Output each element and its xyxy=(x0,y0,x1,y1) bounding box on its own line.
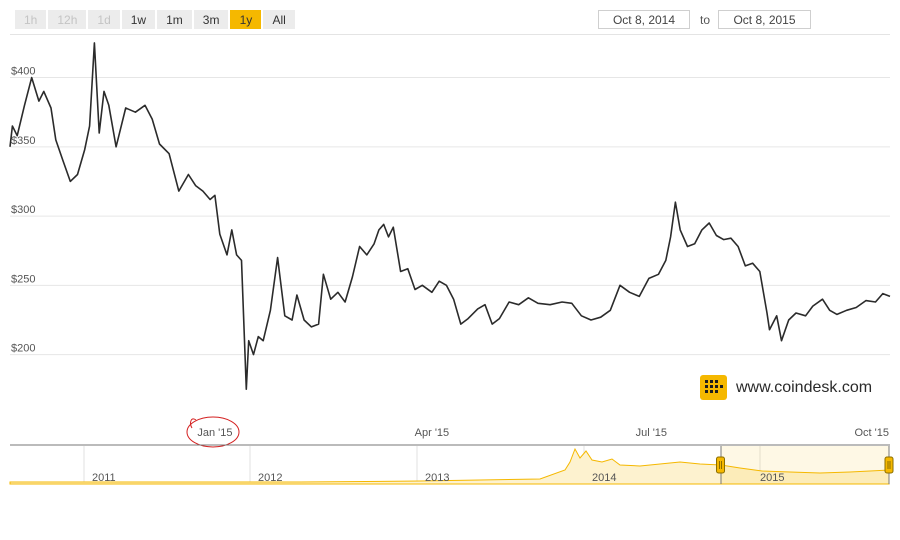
navigator-year-labels: 2011 2012 2013 2014 2015 xyxy=(92,472,784,484)
y-tick-label: $300 xyxy=(11,204,35,216)
range-button-1h[interactable]: 1h xyxy=(15,10,47,29)
navigator-selected-range[interactable] xyxy=(721,446,889,484)
annotation-tail xyxy=(190,418,197,429)
navigator-year-label: 2013 xyxy=(425,472,449,484)
navigator-year-label: 2014 xyxy=(592,472,616,484)
x-tick-label: Jul '15 xyxy=(636,427,667,439)
date-to-input[interactable]: Oct 8, 2015 xyxy=(718,10,811,29)
coindesk-logo[interactable]: www.coindesk.com xyxy=(700,375,872,400)
y-tick-label: $200 xyxy=(11,343,35,355)
navigator-year-label: 2015 xyxy=(760,472,784,484)
range-button-3m[interactable]: 3m xyxy=(193,10,229,29)
annotation-circle xyxy=(186,416,240,448)
watermark-text: www.coindesk.com xyxy=(736,378,873,396)
navigator-right-handle[interactable] xyxy=(884,446,894,484)
grid-lines xyxy=(10,77,890,356)
range-button-12h[interactable]: 12h xyxy=(48,10,87,29)
x-tick-label: Apr '15 xyxy=(415,427,450,439)
navigator-history-area xyxy=(9,447,890,485)
time-range-toolbar: 1h 12h 1d 1w 1m 3m 1y All xyxy=(15,10,295,29)
range-button-1w[interactable]: 1w xyxy=(121,10,156,29)
price-series-line xyxy=(9,42,891,390)
range-button-1d[interactable]: 1d xyxy=(88,10,120,29)
range-button-1m[interactable]: 1m xyxy=(157,10,192,29)
date-to-label: to xyxy=(700,13,711,27)
x-tick-label: Oct '15 xyxy=(854,427,889,439)
navigator-year-label: 2011 xyxy=(92,472,116,484)
range-button-1y[interactable]: 1y xyxy=(230,10,262,29)
y-tick-label: $400 xyxy=(11,66,35,78)
y-axis-labels: $400 $350 $300 $250 $200 xyxy=(11,66,35,355)
coindesk-logo-icon xyxy=(700,375,727,400)
range-button-all[interactable]: All xyxy=(263,10,295,29)
x-axis-labels: Jan '15 Apr '15 Jul '15 Oct '15 xyxy=(197,427,889,439)
date-from-input[interactable]: Oct 8, 2014 xyxy=(598,10,690,29)
navigator[interactable]: 2011 2012 2013 2014 2015 xyxy=(9,444,894,485)
toolbar-divider xyxy=(10,34,890,35)
navigator-year-label: 2012 xyxy=(258,472,282,484)
x-tick-label: Jan '15 xyxy=(197,427,232,439)
y-tick-label: $350 xyxy=(11,135,35,147)
navigator-left-handle[interactable] xyxy=(716,446,725,484)
y-tick-label: $250 xyxy=(11,273,35,285)
